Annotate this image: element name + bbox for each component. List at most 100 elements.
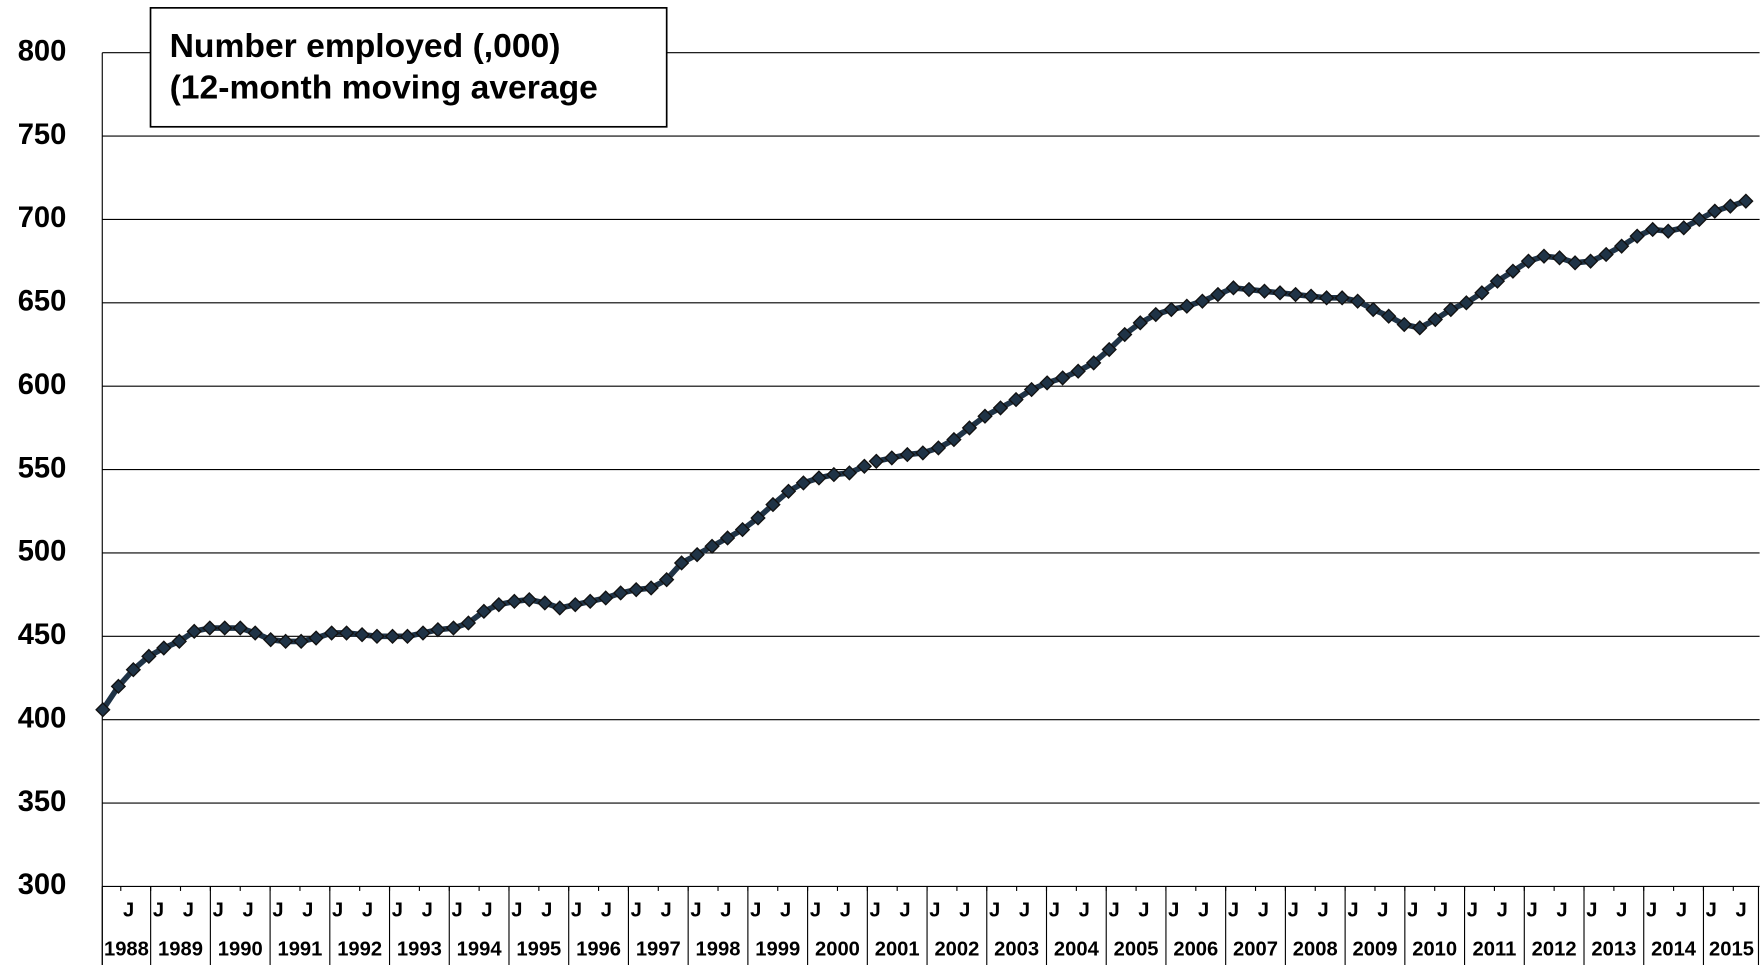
data-point (1148, 306, 1164, 323)
data-point (1722, 198, 1739, 214)
x-tick-label: J (332, 899, 343, 921)
year-label: 2002 (934, 939, 979, 961)
data-point (552, 600, 568, 616)
data-point (171, 633, 187, 650)
x-tick-label: J (362, 899, 373, 921)
data-point (125, 662, 142, 678)
data-point (1660, 223, 1676, 239)
year-label: 1999 (755, 939, 800, 961)
data-point (1303, 288, 1319, 304)
x-tick-label: J (989, 899, 1000, 921)
year-label: 2008 (1293, 939, 1338, 961)
data-point (399, 628, 416, 645)
year-label: 1993 (397, 939, 442, 961)
data-point (1039, 375, 1055, 391)
x-tick-label: J (1676, 899, 1687, 921)
y-tick-label: 300 (18, 869, 67, 901)
x-tick-label: J (690, 899, 701, 921)
y-tick-label: 700 (18, 202, 67, 234)
data-point (1707, 203, 1723, 219)
x-tick-label: J (1437, 899, 1448, 921)
data-point (1132, 315, 1148, 331)
x-tick-label: J (1377, 899, 1388, 921)
y-tick-label: 500 (18, 536, 67, 568)
data-point (795, 475, 812, 491)
year-label: 2013 (1591, 939, 1636, 961)
x-tick-label: J (571, 899, 582, 921)
x-tick-label: J (1228, 899, 1239, 921)
year-label: 2009 (1353, 939, 1398, 961)
y-tick-label: 400 (18, 702, 67, 734)
x-tick-label: J (959, 899, 970, 921)
y-tick-label: 750 (18, 119, 67, 151)
x-tick-label: J (153, 899, 164, 921)
y-tick-label: 650 (18, 286, 67, 318)
data-point (612, 585, 629, 601)
data-point (1629, 228, 1645, 244)
year-label: 1996 (576, 939, 621, 961)
year-label: 2014 (1651, 939, 1697, 961)
x-tick-label: J (631, 899, 642, 921)
year-label: 2001 (875, 939, 920, 961)
data-point (673, 555, 690, 571)
data-point (1427, 311, 1443, 328)
data-point (186, 623, 202, 640)
x-tick-label: J (1198, 899, 1209, 921)
data-point (247, 625, 263, 641)
data-point (1738, 193, 1754, 209)
data-point (1443, 301, 1459, 318)
year-label: 2005 (1114, 939, 1159, 961)
data-point (811, 470, 827, 486)
data-point (704, 538, 720, 554)
data-point (110, 678, 127, 695)
year-label: 1992 (337, 939, 382, 961)
data-point (460, 615, 477, 631)
x-tick-label: J (1646, 899, 1657, 921)
year-label: 2003 (994, 939, 1039, 961)
data-point (156, 640, 172, 656)
data-point (643, 580, 659, 596)
data-point (868, 453, 884, 469)
x-tick-label: J (1347, 899, 1358, 921)
year-label: 2011 (1473, 939, 1517, 961)
data-point (445, 620, 462, 636)
data-point (521, 591, 537, 608)
data-point (491, 596, 507, 613)
data-point (1520, 253, 1537, 269)
x-tick-label: J (1527, 899, 1538, 921)
x-tick-label: J (272, 899, 283, 921)
data-point (598, 590, 614, 606)
x-tick-label: J (1556, 899, 1567, 921)
data-point (1676, 220, 1692, 236)
data-point (415, 625, 431, 641)
y-tick-label: 550 (18, 452, 67, 484)
data-point (1334, 290, 1350, 306)
data-point (1613, 238, 1630, 254)
data-point (1489, 273, 1506, 289)
x-tick-label: J (1108, 899, 1119, 921)
x-tick-label: J (1258, 899, 1269, 921)
data-point (1179, 298, 1195, 314)
data-point (1272, 285, 1288, 301)
data-point (1396, 316, 1412, 333)
data-point (1225, 280, 1242, 296)
data-point (1117, 326, 1133, 343)
data-point (1085, 355, 1102, 371)
data-point (1241, 281, 1257, 298)
data-point (1256, 283, 1273, 299)
data-point (1536, 248, 1552, 264)
x-tick-label: J (422, 899, 433, 921)
x-tick-label: J (302, 899, 313, 921)
x-tick-label: J (601, 899, 612, 921)
data-point (689, 546, 705, 563)
year-label: 2006 (1173, 939, 1218, 961)
data-point (567, 596, 583, 613)
x-tick-label: J (750, 899, 761, 921)
year-label: 2012 (1532, 939, 1577, 961)
data-point (841, 465, 858, 481)
data-point (141, 648, 157, 665)
x-tick-label: J (929, 899, 940, 921)
chart-title: Number employed (,000) (170, 28, 561, 65)
year-label: 2015 (1709, 939, 1754, 961)
